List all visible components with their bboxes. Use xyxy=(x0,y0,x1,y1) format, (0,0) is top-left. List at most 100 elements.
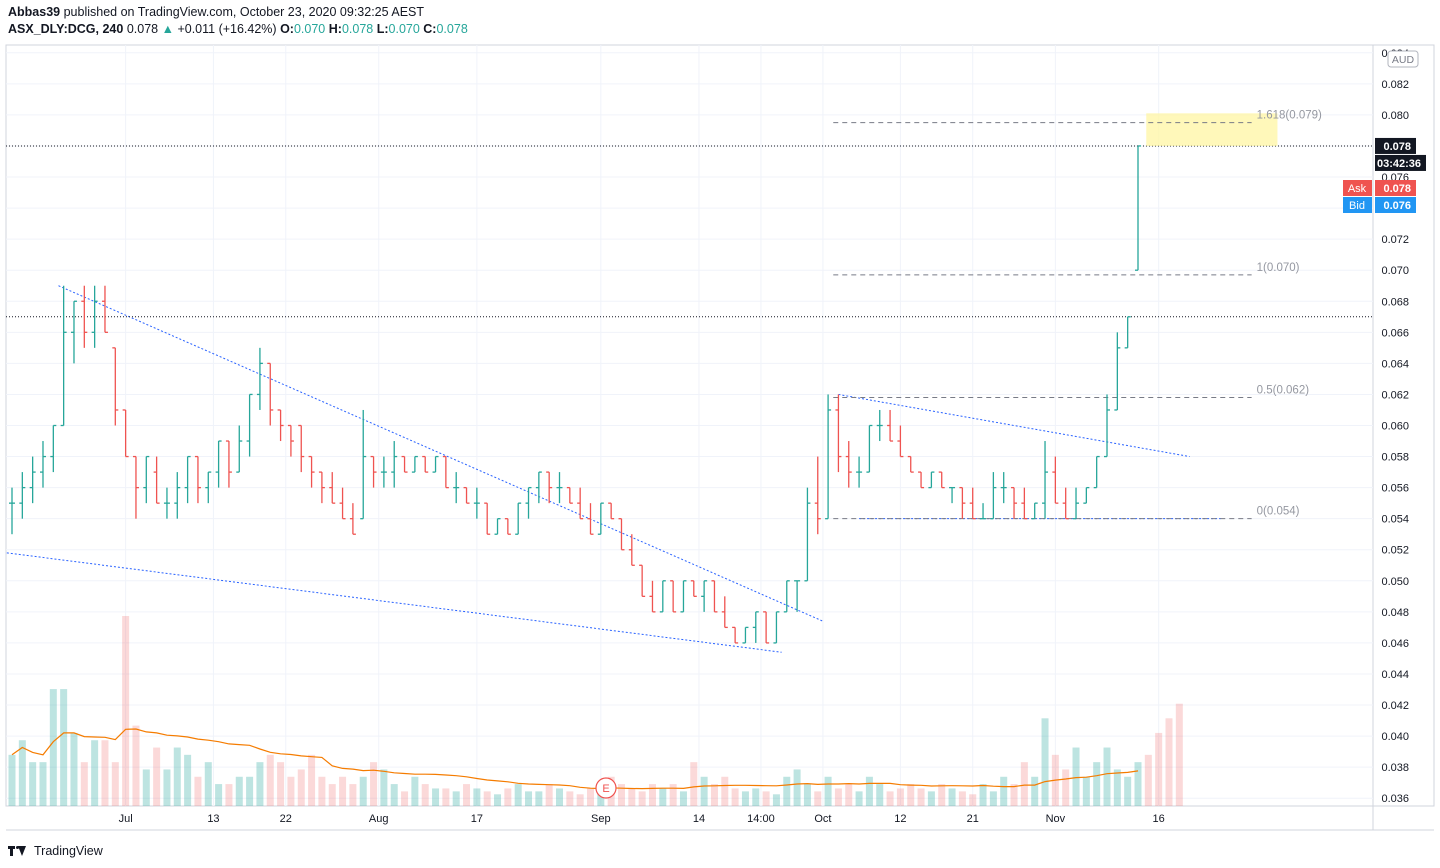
x-tick-label: 21 xyxy=(967,813,979,825)
ask-price-label: 0.078 xyxy=(1383,183,1411,195)
volume-bar xyxy=(328,784,336,806)
bid-tag-label: Bid xyxy=(1349,200,1365,212)
volume-bar xyxy=(111,762,119,806)
volume-bar xyxy=(246,776,254,806)
volume-bar xyxy=(783,776,791,806)
x-tick-label: 12 xyxy=(894,813,906,825)
x-tick-label: 13 xyxy=(207,813,219,825)
y-tick-label: 0.070 xyxy=(1381,265,1409,277)
volume-bar xyxy=(948,788,956,806)
price-change: +0.011 (+16.42%) xyxy=(177,22,277,36)
volume-bar xyxy=(979,784,987,806)
bid-price-label: 0.076 xyxy=(1383,200,1411,212)
volume-bar xyxy=(896,788,904,806)
volume-bar xyxy=(845,784,853,806)
volume-bar xyxy=(163,769,171,806)
close-label: C: xyxy=(423,22,437,36)
volume-bar xyxy=(1175,703,1183,806)
volume-bar xyxy=(721,776,729,806)
volume-bar xyxy=(142,769,150,806)
ask-tag-badge xyxy=(1343,180,1372,196)
tradingview-logo-icon xyxy=(8,844,28,858)
x-tick-label: Oct xyxy=(814,813,831,825)
fib-level-label: 1.618(0.079) xyxy=(1257,110,1322,122)
volume-bar xyxy=(1144,754,1152,806)
volume-bar xyxy=(339,776,347,806)
volume-bar xyxy=(411,776,419,806)
volume-bar xyxy=(1010,784,1018,806)
open-label: O: xyxy=(280,22,294,36)
volume-bar xyxy=(556,788,564,806)
volume-bar xyxy=(917,788,925,806)
volume-bar xyxy=(359,776,367,806)
volume-bar xyxy=(927,791,935,806)
volume-bar xyxy=(1113,769,1121,806)
volume-bar xyxy=(1165,718,1173,806)
volume-bar xyxy=(421,784,429,806)
volume-bar xyxy=(679,791,687,806)
volume-bar xyxy=(452,791,460,806)
volume-bar xyxy=(969,794,977,806)
volume-bar xyxy=(710,784,718,806)
volume-bar xyxy=(401,791,409,806)
y-tick-label: 0.052 xyxy=(1381,545,1409,557)
volume-bar xyxy=(865,776,873,806)
close-value: 0.078 xyxy=(436,22,468,36)
y-tick-label: 0.036 xyxy=(1381,793,1409,805)
x-tick-label: Sep xyxy=(591,813,611,825)
high-value: 0.078 xyxy=(341,22,374,36)
volume-bar xyxy=(700,776,708,806)
volume-bar xyxy=(938,784,946,806)
volume-bar xyxy=(617,784,625,806)
low-value: 0.070 xyxy=(388,22,420,36)
volume-bar xyxy=(1072,747,1080,806)
volume-bar xyxy=(1031,776,1039,806)
volume-bar xyxy=(535,791,543,806)
volume-bar xyxy=(256,762,264,806)
volume-bar xyxy=(1041,718,1049,806)
y-tick-label: 0.054 xyxy=(1381,514,1409,526)
author-name[interactable]: Abbas39 xyxy=(8,5,61,19)
currency-label: AUD xyxy=(1392,54,1415,66)
volume-bar xyxy=(235,776,243,806)
y-tick-label: 0.072 xyxy=(1381,234,1409,246)
volume-bar xyxy=(8,754,16,806)
y-tick-label: 0.048 xyxy=(1381,607,1409,619)
volume-bar xyxy=(793,769,801,806)
volume-bar xyxy=(349,784,357,806)
volume-ma-line xyxy=(11,728,1139,790)
y-tick-label: 0.060 xyxy=(1381,421,1409,433)
volume-bar xyxy=(442,788,450,806)
volume-bar xyxy=(483,791,491,806)
symbol-name[interactable]: ASX_DLY:DCG, 240 xyxy=(8,22,124,36)
volume-bar xyxy=(225,784,233,806)
volume-bar xyxy=(184,754,192,806)
volume-bar xyxy=(91,740,99,806)
volume-bar xyxy=(308,754,316,806)
published-text: published on TradingView.com, October 23… xyxy=(63,5,425,19)
volume-bar xyxy=(1103,747,1111,806)
volume-bar xyxy=(266,754,274,806)
low-label: L: xyxy=(376,22,389,36)
volume-bar xyxy=(39,762,47,806)
volume-bar xyxy=(669,784,677,806)
countdown-badge xyxy=(1375,154,1426,171)
volume-bar xyxy=(525,791,533,806)
volume-bar xyxy=(690,762,698,806)
volume-bar xyxy=(80,762,88,806)
volume-bar xyxy=(545,784,553,806)
volume-bar xyxy=(638,791,646,806)
y-tick-label: 0.056 xyxy=(1381,483,1409,495)
volume-bar xyxy=(297,769,305,806)
price-chart[interactable]: 0.036 0.038 0.040 0.042 0.044 0.046 0.048 0.050… xyxy=(0,0,1440,836)
x-tick-label: 22 xyxy=(280,813,292,825)
y-tick-label: 0.050 xyxy=(1381,576,1409,588)
open-value: 0.070 xyxy=(293,22,326,36)
bid-tag-badge xyxy=(1343,197,1372,213)
volume-bar xyxy=(463,784,471,806)
volume-bar xyxy=(153,747,161,806)
volume-bar xyxy=(122,616,130,806)
currency-badge xyxy=(1387,50,1419,68)
volume-bar xyxy=(504,788,512,806)
volume-bar xyxy=(1134,762,1142,806)
